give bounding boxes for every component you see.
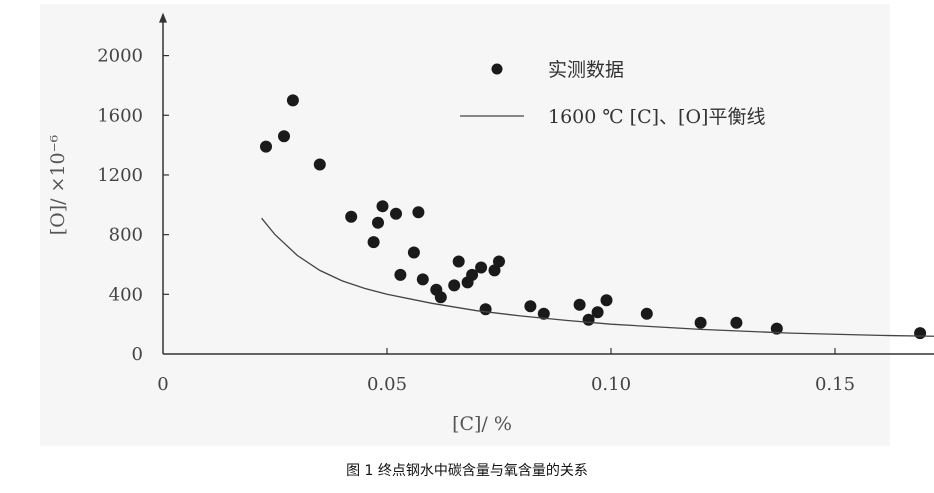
data-point xyxy=(390,207,402,220)
equilibrium-line xyxy=(261,217,934,337)
axes xyxy=(159,12,934,355)
data-point xyxy=(488,264,501,277)
data-point xyxy=(770,322,783,335)
data-point xyxy=(448,279,461,292)
data-point xyxy=(573,298,586,311)
ticks: 00.050.100.150.200.250.30040080012001600… xyxy=(97,46,855,395)
data-point xyxy=(730,316,743,329)
data-point xyxy=(260,140,272,153)
data-point xyxy=(600,294,613,307)
x-tick-label: 0.10 xyxy=(591,374,631,395)
data-point xyxy=(524,300,537,313)
data-point xyxy=(278,130,290,143)
data-point xyxy=(394,268,407,281)
x-tick-label: 0.15 xyxy=(815,374,855,395)
data-point xyxy=(412,206,425,219)
figure-caption: 图 1 终点钢水中碳含量与氧含量的关系 xyxy=(346,463,588,479)
data-point xyxy=(591,306,604,319)
y-tick-label: 400 xyxy=(109,284,143,305)
data-point xyxy=(537,307,550,320)
data-point xyxy=(313,158,326,171)
x-axis-label: [C]/ % xyxy=(452,413,512,435)
data-point xyxy=(914,327,927,340)
data-point xyxy=(475,261,488,274)
data-point xyxy=(694,316,707,329)
y-axis-label: [O]/ ×10⁻⁶ xyxy=(47,134,69,235)
data-point xyxy=(416,273,429,286)
data-point xyxy=(434,291,447,304)
data-point xyxy=(452,255,465,268)
data-point xyxy=(640,307,653,320)
y-tick-label: 1200 xyxy=(97,165,143,186)
data-point xyxy=(479,303,492,316)
data-point xyxy=(345,210,358,223)
legend-marker-measured xyxy=(491,63,503,75)
y-axis-arrow xyxy=(159,12,167,23)
data-point xyxy=(286,94,299,107)
legend-label-measured: 实测数据 xyxy=(548,59,624,81)
legend-label-line: 1600 ℃ [C]、[O]平衡线 xyxy=(548,106,765,128)
y-tick-label: 1600 xyxy=(97,105,143,126)
data-point xyxy=(376,200,389,213)
x-tick-label: 0 xyxy=(157,374,168,395)
data-point xyxy=(407,246,420,259)
data-point xyxy=(493,255,505,268)
plot-area xyxy=(260,94,934,340)
y-tick-label: 800 xyxy=(109,225,143,246)
figure-panel xyxy=(40,4,890,446)
data-point xyxy=(372,216,384,229)
y-tick-label: 0 xyxy=(132,344,143,365)
legend: 实测数据 1600 ℃ [C]、[O]平衡线 xyxy=(460,59,765,128)
x-tick-label: 0.05 xyxy=(367,374,407,395)
data-point xyxy=(367,236,380,249)
data-point xyxy=(466,268,479,281)
y-tick-label: 2000 xyxy=(97,46,143,67)
